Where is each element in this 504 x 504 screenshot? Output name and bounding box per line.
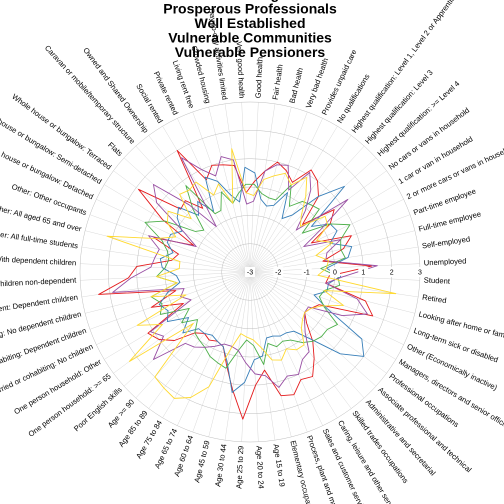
tick-label-bg — [273, 267, 284, 277]
category-label: Age 15 to 19 — [272, 443, 287, 487]
category-label: Age 25 to 29 — [234, 446, 245, 489]
series-line-0 — [98, 150, 374, 420]
category-label: Lone parent: All children non-dependent — [0, 276, 77, 292]
tick-label-bg — [245, 267, 255, 277]
axis-tick-label: 3 — [418, 270, 422, 277]
series-line-3 — [112, 156, 378, 388]
axis-tick-label: 0 — [333, 270, 337, 277]
title-line: Vulnerable Pensioners — [175, 44, 326, 60]
tick-label-bg — [301, 267, 312, 277]
category-label: Student — [424, 276, 451, 286]
category-label: Other: With dependent children — [0, 253, 76, 267]
category-label: Bad health — [287, 67, 305, 104]
category-label: Flats — [106, 140, 124, 158]
chart-title: On a BudgetProsperous ProfessionalsWell … — [163, 0, 337, 60]
category-label: Full-time employee — [418, 209, 482, 233]
axis-tick-label: -2 — [275, 270, 281, 277]
category-label: Age 30 to 44 — [213, 443, 228, 487]
category-label: Fair health — [271, 64, 285, 101]
tick-label-bg — [330, 267, 340, 277]
axis-tick-label: 2 — [390, 270, 394, 277]
tick-label-bg — [415, 267, 425, 277]
axis-tick-layer: -3 -2 -1 0 1 2 3 — [245, 267, 425, 277]
category-label: Age 60 to 64 — [172, 434, 195, 478]
category-label: Self-employed — [421, 234, 470, 250]
title-line: Vulnerable Communities — [168, 30, 332, 46]
series-line-4 — [106, 148, 397, 399]
category-label: Highest qualification: Level 1, Level 2 … — [350, 0, 468, 135]
category-label: Unemployed — [424, 256, 467, 267]
category-label: Good health — [254, 57, 265, 99]
tick-label-bg — [358, 267, 369, 277]
series-line-2 — [144, 183, 351, 369]
category-label: Other: All full-time students — [0, 228, 79, 250]
category-label: Age 45 to 59 — [192, 440, 211, 484]
category-label: Age 20 to 24 — [255, 446, 266, 489]
title-line: Well Established — [195, 15, 306, 31]
series-line-1 — [158, 166, 365, 393]
title-line: On a Budget — [208, 0, 292, 2]
title-line: Prosperous Professionals — [163, 1, 337, 17]
axis-tick-label: 1 — [361, 270, 365, 277]
category-label: Retired — [422, 293, 448, 305]
axis-tick-label: -3 — [247, 270, 253, 277]
tick-label-bg — [386, 267, 397, 277]
axis-tick-label: -1 — [304, 270, 310, 277]
series-layer — [98, 148, 397, 420]
category-label: Very good health — [235, 41, 247, 98]
